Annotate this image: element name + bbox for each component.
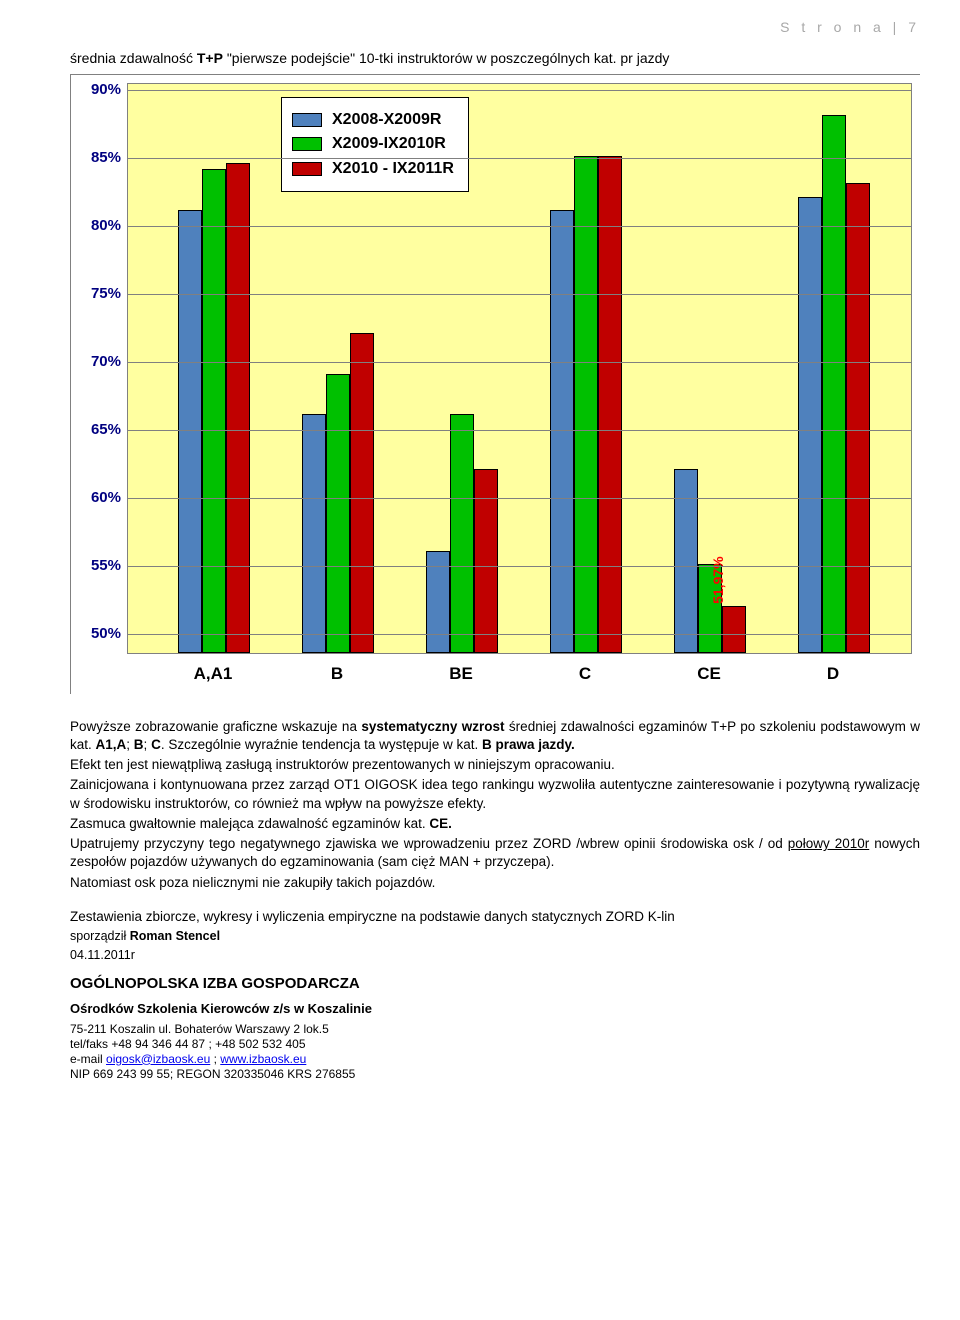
plot-area: 51,97% (127, 83, 912, 654)
emph: CE. (429, 816, 452, 831)
paragraph-5: Upatrujemy przyczyny tego negatywnego zj… (70, 835, 920, 871)
y-tick-label: 90% (71, 79, 121, 99)
legend-label: X2009-IX2010R (332, 133, 446, 155)
legend-swatch (292, 162, 322, 176)
y-tick-label: 85% (71, 148, 121, 168)
legend-item: X2010 - IX2011R (292, 158, 454, 180)
paragraph-8: sporządził Roman Stencel (70, 928, 920, 945)
t: Zasmuca gwałtownie malejąca zdawalność e… (70, 816, 429, 831)
x-category-label: B (301, 663, 373, 686)
footer-org-subtitle: Ośrodków Szkolenia Kierowców z/s w Kosza… (70, 1000, 920, 1018)
y-tick-label: 75% (71, 284, 121, 304)
emph: systematyczny wzrost (361, 719, 504, 734)
paragraph-1: Powyższe zobrazowanie graficzne wskazuje… (70, 718, 920, 754)
t: . Szczególnie wyraźnie tendencja ta wyst… (161, 737, 482, 752)
footer-email-link[interactable]: oigosk@izbaosk.eu (106, 1052, 210, 1066)
t: ; (144, 737, 152, 752)
t: Upatrujemy przyczyny tego negatywnego zj… (70, 836, 788, 851)
bar (674, 469, 698, 653)
bar (846, 183, 870, 653)
paragraph-4: Zasmuca gwałtownie malejąca zdawalność e… (70, 815, 920, 833)
footer-www-link[interactable]: www.izbaosk.eu (220, 1052, 306, 1066)
chart-legend: X2008-X2009RX2009-IX2010R X2010 - IX2011R (281, 97, 469, 192)
bar (202, 169, 226, 652)
emph: B (134, 737, 144, 752)
legend-item: X2009-IX2010R (292, 133, 454, 155)
bar (722, 606, 746, 653)
x-category-label: A,A1 (177, 663, 249, 686)
bar (550, 210, 574, 653)
x-category-label: CE (673, 663, 745, 686)
y-tick-label: 65% (71, 420, 121, 440)
gridline (127, 430, 912, 431)
emph: B prawa jazdy. (482, 737, 575, 752)
bar (474, 469, 498, 653)
t: ; (126, 737, 134, 752)
emph: A1,A (96, 737, 127, 752)
bar (822, 115, 846, 653)
x-category-label: BE (425, 663, 497, 686)
gridline (127, 226, 912, 227)
bar (798, 197, 822, 653)
y-tick-label: 55% (71, 556, 121, 576)
x-category-label: C (549, 663, 621, 686)
bar (326, 374, 350, 653)
x-category-label: D (797, 663, 869, 686)
y-tick-label: 80% (71, 216, 121, 236)
footer-address: 75-211 Koszalin ul. Bohaterów Warszawy 2… (70, 1022, 920, 1037)
bar (302, 414, 326, 652)
footer-tel: tel/faks +48 94 346 44 87 ; +48 502 532 … (70, 1037, 920, 1052)
gridline (127, 294, 912, 295)
gridline (127, 634, 912, 635)
bar-annotation: 51,97% (709, 556, 728, 603)
bar (598, 156, 622, 653)
footer-email-line: e-mail oigosk@izbaosk.eu ; www.izbaosk.e… (70, 1052, 920, 1067)
paragraph-7: Zestawienia zbiorcze, wykresy i wyliczen… (70, 908, 920, 926)
t: ; (210, 1052, 220, 1066)
footer-org-name: OGÓLNOPOLSKA IZBA GOSPODARCZA (70, 974, 920, 994)
emph: C (151, 737, 161, 752)
legend-label: X2008-X2009R (332, 109, 441, 131)
legend-label: X2010 - IX2011R (332, 158, 454, 180)
chart-title-prefix: średnia zdawalność (70, 50, 197, 66)
gridline (127, 566, 912, 567)
page-header: S t r o n a | 7 (70, 18, 920, 37)
bar (178, 210, 202, 653)
paragraph-6: Natomiast osk poza nielicznymi nie zakup… (70, 874, 920, 892)
author-name: Roman Stencel (130, 929, 220, 943)
chart-title-suffix: "pierwsze podejście" 10-tki instruktorów… (223, 50, 669, 66)
paragraph-date: 04.11.2011r (70, 947, 920, 964)
y-tick-label: 60% (71, 488, 121, 508)
legend-swatch (292, 137, 322, 151)
bar (574, 156, 598, 653)
legend-swatch (292, 113, 322, 127)
gridline (127, 498, 912, 499)
t: sporządził (70, 929, 130, 943)
bar (450, 414, 474, 652)
bar (350, 333, 374, 653)
paragraph-3: Zainicjowana i kontynuowana przez zarząd… (70, 776, 920, 812)
chart-title-tp: T+P (197, 50, 223, 66)
underline: połowy 2010r (788, 836, 870, 851)
y-tick-label: 50% (71, 624, 121, 644)
gridline (127, 90, 912, 91)
y-tick-label: 70% (71, 352, 121, 372)
bar (226, 163, 250, 653)
t: e-mail (70, 1052, 106, 1066)
t: Powyższe zobrazowanie graficzne wskazuje… (70, 719, 361, 734)
paragraph-2: Efekt ten jest niewątpliwą zasługą instr… (70, 756, 920, 774)
footer-nip: NIP 669 243 99 55; REGON 320335046 KRS 2… (70, 1067, 920, 1082)
body-text: Powyższe zobrazowanie graficzne wskazuje… (70, 718, 920, 1082)
bar-chart: 51,97% X2008-X2009RX2009-IX2010R X2010 - … (70, 74, 920, 694)
chart-title: średnia zdawalność T+P "pierwsze podejśc… (70, 49, 920, 68)
gridline (127, 158, 912, 159)
legend-item: X2008-X2009R (292, 109, 454, 131)
gridline (127, 362, 912, 363)
